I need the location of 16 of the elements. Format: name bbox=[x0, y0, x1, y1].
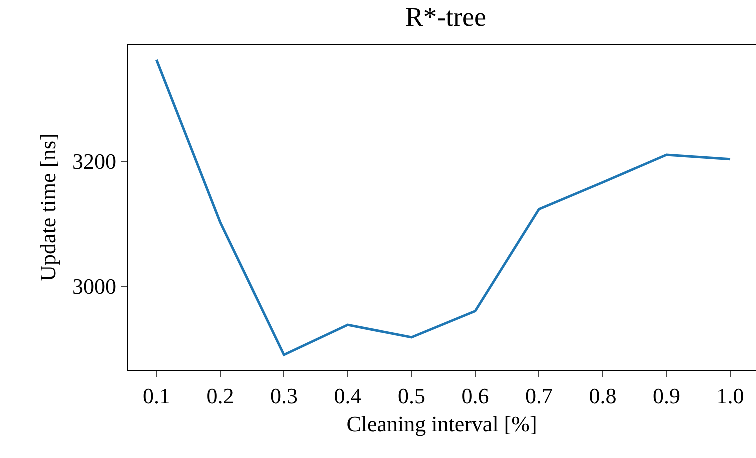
y-tick-label: 3000 bbox=[72, 274, 116, 299]
x-tick-label: 0.1 bbox=[142, 384, 170, 408]
x-tick-label: 1.0 bbox=[716, 384, 744, 408]
x-tick-label: 0.7 bbox=[525, 384, 553, 408]
x-tick-label: 0.5 bbox=[398, 384, 426, 408]
x-tick-label: 0.3 bbox=[270, 384, 298, 408]
x-tick-label: 0.6 bbox=[462, 384, 490, 408]
x-tick-label: 0.2 bbox=[206, 384, 234, 408]
x-tick-label: 0.8 bbox=[589, 384, 617, 408]
y-tick-label: 3200 bbox=[72, 148, 116, 174]
x-tick-label: 0.9 bbox=[652, 384, 680, 408]
chart-title: R*-tree bbox=[406, 2, 487, 32]
x-axis-title: Cleaning interval [%] bbox=[346, 411, 538, 436]
y-axis-title: Update time [ns] bbox=[35, 134, 60, 282]
line-series bbox=[155, 58, 732, 356]
x-tick-label: 0.4 bbox=[334, 384, 362, 408]
